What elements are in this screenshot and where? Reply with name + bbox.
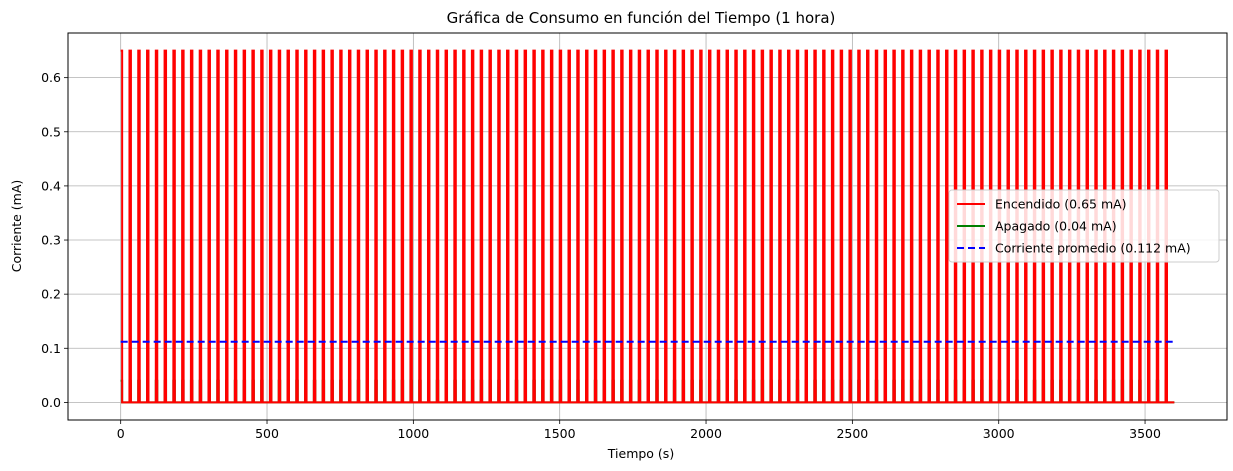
y-tick-label: 0.3	[41, 233, 61, 248]
y-tick-label: 0.5	[41, 124, 61, 139]
x-tick-label: 2000	[690, 426, 722, 441]
series-line-encendido	[120, 49, 1175, 404]
legend: Encendido (0.65 mA) Apagado (0.04 mA) Corr…	[948, 189, 1220, 263]
legend-box	[948, 189, 1220, 263]
y-axis: 0.0 0.1 0.2 0.3 0.4 0.5 0.6	[41, 70, 68, 410]
series-lines	[120, 49, 1175, 404]
y-tick-label: 0.4	[41, 178, 61, 193]
chart-title: Gráfica de Consumo en función del Tiempo…	[447, 9, 836, 27]
x-tick-label: 1500	[544, 426, 576, 441]
x-tick-label: 3500	[1129, 426, 1161, 441]
legend-label: Apagado (0.04 mA)	[995, 219, 1117, 234]
y-tick-label: 0.2	[41, 287, 61, 302]
x-tick-label: 3000	[983, 426, 1015, 441]
y-axis-label: Corriente (mA)	[9, 180, 24, 273]
x-tick-label: 500	[255, 426, 279, 441]
x-axis: 0 500 1000 1500 2000 2500 3000 3500	[117, 420, 1161, 441]
y-tick-label: 0.1	[41, 341, 61, 356]
legend-label: Encendido (0.65 mA)	[995, 197, 1127, 212]
legend-label: Corriente promedio (0.112 mA)	[995, 241, 1191, 256]
x-axis-label: Tiempo (s)	[607, 446, 674, 461]
plot-frame	[67, 32, 1228, 421]
y-tick-label: 0.6	[41, 70, 61, 85]
x-tick-label: 1000	[397, 426, 429, 441]
x-tick-label: 0	[117, 426, 125, 441]
x-tick-label: 2500	[836, 426, 868, 441]
y-tick-label: 0.0	[41, 395, 61, 410]
